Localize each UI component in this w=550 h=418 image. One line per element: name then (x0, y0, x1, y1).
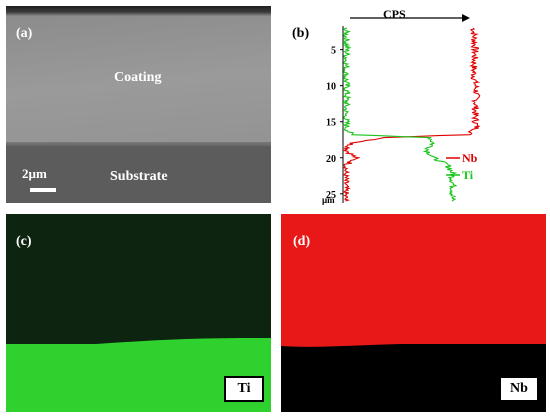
nb-map-panel: (d) Nb (281, 214, 546, 412)
depth-ticks: 5 10 15 20 25 (326, 46, 343, 201)
coating-substrate-interface (6, 142, 271, 148)
depth-unit-label: µm (322, 195, 335, 205)
depth-tick-label: 5 (331, 46, 336, 57)
panel-b-label: (b) (292, 26, 309, 41)
legend-nb-label: Nb (462, 151, 478, 165)
scale-bar (30, 188, 56, 192)
panel-a-label: (a) (16, 26, 33, 41)
ti-element-tag: Ti (224, 376, 264, 402)
line-scan-panel: (b) CPS 5 10 15 20 25 µm Nb Ti (288, 6, 546, 206)
nb-rich-region (281, 214, 546, 344)
nb-interface-edge (281, 332, 546, 347)
ti-map-panel: (c) Ti (6, 214, 271, 412)
substrate-label: Substrate (110, 169, 168, 184)
coating-label: Coating (114, 70, 162, 85)
panel-d-label: (d) (293, 234, 311, 249)
sem-image-panel: (a) Coating Substrate 2µm (6, 6, 271, 203)
series-line-ti (341, 27, 458, 202)
nb-element-tag: Nb (499, 376, 539, 402)
depth-tick-label: 10 (326, 82, 336, 93)
panel-c-label: (c) (16, 234, 32, 249)
legend-ti-label: Ti (462, 168, 474, 182)
depth-tick-label: 15 (326, 118, 336, 129)
cps-axis-label: CPS (383, 7, 406, 21)
line-scan-chart: (b) CPS 5 10 15 20 25 µm Nb Ti (292, 7, 481, 205)
depth-tick-label: 20 (326, 154, 336, 165)
series-lines (341, 27, 481, 202)
substrate-region (6, 146, 271, 203)
series-line-nb (342, 27, 481, 202)
scale-label: 2µm (22, 166, 47, 181)
surface-edge (6, 6, 271, 16)
depth-tick-label: 25 (326, 190, 336, 201)
cps-arrow-head (462, 14, 470, 22)
